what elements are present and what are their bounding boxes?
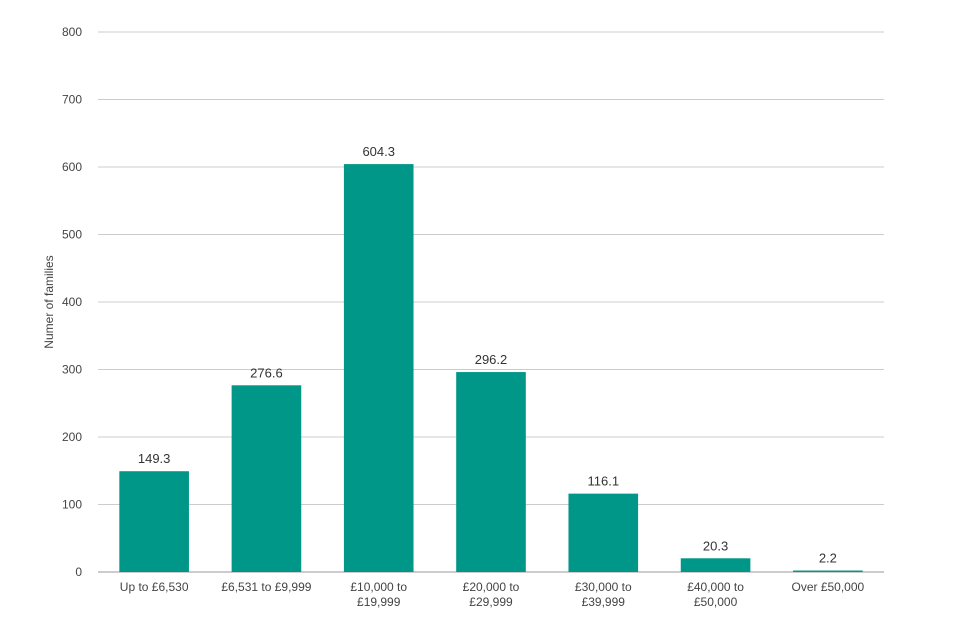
y-tick-label: 100 bbox=[62, 498, 82, 512]
y-axis-ticks: 0 100 200 300 400 500 600 700 800 bbox=[62, 25, 82, 579]
bar bbox=[793, 570, 863, 572]
x-category-label: £40,000 to £50,000 bbox=[687, 580, 744, 609]
bar bbox=[568, 493, 639, 572]
bar-value-label: 20.3 bbox=[703, 538, 728, 553]
y-tick-label: 700 bbox=[62, 93, 82, 107]
bar-value-label: 116.1 bbox=[587, 474, 619, 489]
y-axis-title: Numer of families bbox=[42, 255, 56, 348]
x-category-label: £10,000 to £19,999 bbox=[350, 580, 407, 609]
bar-value-label: 149.3 bbox=[138, 451, 171, 466]
bar bbox=[456, 372, 526, 572]
bar-value-label: 604.3 bbox=[362, 144, 395, 159]
y-tick-label: 300 bbox=[62, 363, 82, 377]
y-tick-label: 0 bbox=[75, 565, 82, 579]
bar bbox=[231, 385, 302, 572]
x-category-label: Up to £6,530 bbox=[120, 580, 189, 594]
x-axis-categories: Up to £6,530 £6,531 to £9,999 £10,000 to £1… bbox=[120, 580, 865, 609]
x-category-label: £30,000 to £39,999 bbox=[575, 580, 632, 609]
data-labels: 149.3 276.6 604.3 296.2 116.1 20.3 2.2 bbox=[138, 144, 837, 565]
x-category-label: £6,531 to £9,999 bbox=[221, 580, 311, 594]
x-category-label: £20,000 to £29,999 bbox=[463, 580, 520, 609]
y-tick-label: 800 bbox=[62, 25, 82, 39]
y-tick-label: 500 bbox=[62, 228, 82, 242]
bar bbox=[343, 164, 414, 572]
x-category-label: Over £50,000 bbox=[791, 580, 864, 594]
y-tick-label: 400 bbox=[62, 295, 82, 309]
bar bbox=[119, 471, 189, 572]
y-tick-label: 600 bbox=[62, 160, 82, 174]
bar bbox=[680, 558, 751, 572]
bar-value-label: 2.2 bbox=[819, 551, 837, 566]
y-tick-label: 200 bbox=[62, 430, 82, 444]
bar-value-label: 276.6 bbox=[250, 365, 283, 380]
bars bbox=[119, 164, 863, 572]
gridlines bbox=[98, 31, 884, 573]
bar-value-label: 296.2 bbox=[475, 352, 508, 367]
